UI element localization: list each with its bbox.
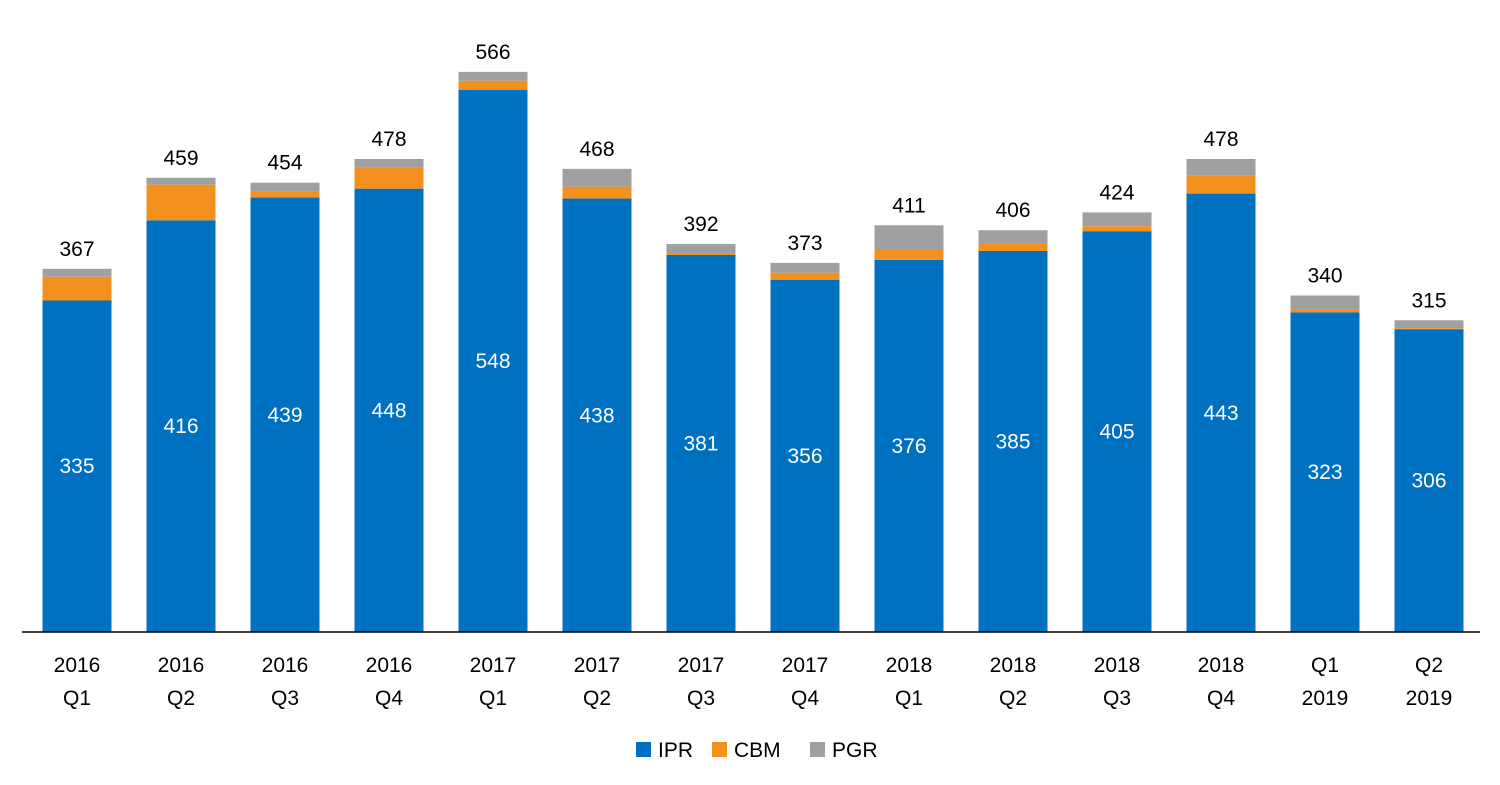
bar-pgr-2: [251, 183, 320, 192]
x-tick-label-12-line-1: Q1: [1311, 654, 1339, 677]
total-label-3: 478: [371, 128, 406, 151]
total-label-4: 566: [475, 41, 510, 64]
x-tick-label-11-line-2: Q4: [1207, 687, 1235, 710]
total-label-6: 392: [683, 213, 718, 236]
bar-cbm-10: [1083, 226, 1152, 231]
x-tick-label-9-line-2: Q2: [999, 687, 1027, 710]
legend-swatch-pgr: [810, 742, 825, 757]
x-tick-label-10-line-1: 2018: [1094, 654, 1141, 677]
x-tick-label-0-line-2: Q1: [63, 687, 91, 710]
bar-pgr-6: [667, 244, 736, 254]
x-tick-label-8-line-2: Q1: [895, 687, 923, 710]
x-tick-label-2-line-1: 2016: [262, 654, 309, 677]
ipr-value-label-10: 405: [1099, 421, 1134, 444]
x-tick-label-9-line-1: 2018: [990, 654, 1037, 677]
total-label-12: 340: [1307, 265, 1342, 288]
ipr-value-label-9: 385: [995, 431, 1030, 454]
bar-cbm-5: [563, 187, 632, 199]
x-tick-label-12-line-2: 2019: [1302, 687, 1349, 710]
bar-cbm-8: [875, 249, 944, 260]
legend: IPR CBM PGR: [636, 739, 878, 762]
bar-pgr-10: [1083, 212, 1152, 226]
x-tick-label-7-line-1: 2017: [782, 654, 829, 677]
x-tick-label-6-line-2: Q3: [687, 687, 715, 710]
bar-pgr-12: [1291, 296, 1360, 310]
total-label-2: 454: [267, 152, 302, 175]
total-label-0: 367: [59, 238, 94, 261]
x-tick-label-5-line-2: Q2: [583, 687, 611, 710]
ipr-value-label-1: 416: [163, 415, 198, 438]
ipr-value-label-5: 438: [579, 404, 614, 427]
total-label-11: 478: [1203, 128, 1238, 151]
bar-pgr-11: [1187, 159, 1256, 176]
bar-pgr-3: [355, 159, 424, 168]
x-tick-label-11-line-1: 2018: [1198, 654, 1245, 677]
x-tick-label-4-line-2: Q1: [479, 687, 507, 710]
ipr-value-label-2: 439: [267, 404, 302, 427]
x-tick-label-6-line-1: 2017: [678, 654, 725, 677]
legend-label-cbm: CBM: [734, 739, 781, 762]
bar-cbm-6: [667, 254, 736, 255]
bar-pgr-4: [459, 72, 528, 81]
x-tick-label-3-line-1: 2016: [366, 654, 413, 677]
total-label-7: 373: [787, 232, 822, 255]
bar-pgr-0: [43, 269, 112, 277]
bar-cbm-3: [355, 168, 424, 189]
ipr-value-label-6: 381: [683, 432, 718, 455]
bar-pgr-8: [875, 225, 944, 249]
x-tick-label-13-line-1: Q2: [1415, 654, 1443, 677]
total-label-8: 411: [892, 194, 925, 217]
bar-cbm-1: [147, 185, 216, 221]
bar-cbm-4: [459, 81, 528, 90]
bar-pgr-7: [771, 263, 840, 273]
x-tick-label-2-line-2: Q3: [271, 687, 299, 710]
total-label-5: 468: [579, 138, 614, 161]
x-tick-label-13-line-2: 2019: [1406, 687, 1453, 710]
bar-pgr-13: [1395, 320, 1464, 328]
bar-cbm-2: [251, 192, 320, 198]
x-tick-label-1-line-2: Q2: [167, 687, 195, 710]
ipr-value-label-11: 443: [1203, 402, 1238, 425]
x-tick-label-10-line-2: Q3: [1103, 687, 1131, 710]
bar-cbm-13: [1395, 328, 1464, 329]
ipr-value-label-7: 356: [787, 445, 822, 468]
ipr-value-label-0: 335: [59, 455, 94, 478]
bar-pgr-1: [147, 178, 216, 185]
ipr-value-label-12: 323: [1307, 461, 1342, 484]
legend-label-pgr: PGR: [832, 739, 878, 762]
x-axis-tick-labels: 2016 Q1 2016 Q2 2016 Q3 2016 Q4 2017 Q1 2017 Q2 2017…: [54, 654, 1453, 710]
total-label-10: 424: [1099, 181, 1134, 204]
bar-cbm-9: [979, 243, 1048, 251]
bar-cbm-7: [771, 273, 840, 280]
x-tick-label-0-line-1: 2016: [54, 654, 101, 677]
x-tick-label-5-line-1: 2017: [574, 654, 621, 677]
ipr-value-label-13: 306: [1411, 470, 1446, 493]
x-tick-label-7-line-2: Q4: [791, 687, 819, 710]
x-tick-label-1-line-1: 2016: [158, 654, 205, 677]
legend-swatch-ipr: [636, 742, 651, 757]
bar-cbm-11: [1187, 176, 1256, 194]
total-label-1: 459: [163, 147, 198, 170]
total-label-13: 315: [1411, 289, 1446, 312]
ipr-value-label-8: 376: [891, 435, 926, 458]
bar-cbm-0: [43, 277, 112, 301]
total-label-9: 406: [995, 199, 1030, 222]
x-tick-label-8-line-1: 2018: [886, 654, 933, 677]
bar-pgr-5: [563, 169, 632, 187]
bar-cbm-12: [1291, 309, 1360, 312]
ipr-value-label-3: 448: [371, 399, 406, 422]
x-tick-label-3-line-2: Q4: [375, 687, 403, 710]
x-tick-label-4-line-1: 2017: [470, 654, 517, 677]
bars-group: [43, 72, 1464, 632]
legend-swatch-cbm: [712, 742, 727, 757]
bar-pgr-9: [979, 230, 1048, 243]
legend-label-ipr: IPR: [658, 739, 693, 762]
ipr-value-label-4: 548: [475, 350, 510, 373]
